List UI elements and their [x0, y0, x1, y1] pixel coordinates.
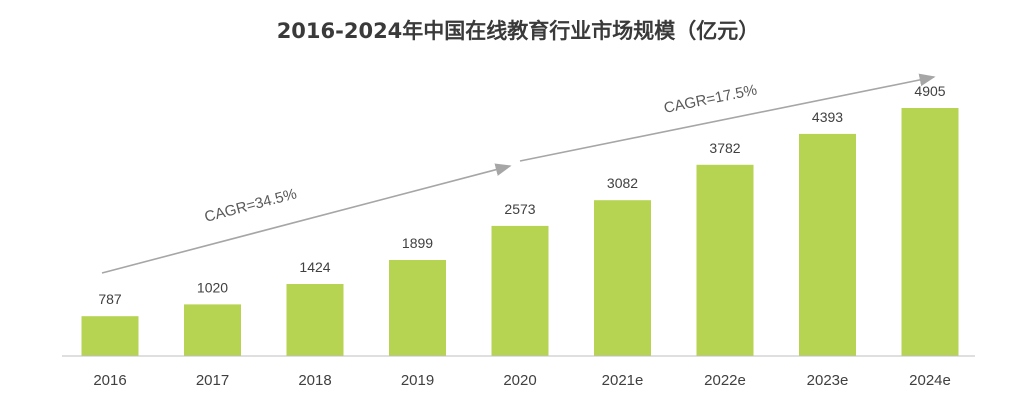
value-label-2023e: 4393: [812, 109, 843, 125]
chart-title: 2016-2024年中国在线教育行业市场规模（亿元）: [277, 19, 760, 43]
x-tick-2018: 2018: [298, 372, 331, 389]
cagr-arrow-2: [519, 73, 936, 162]
x-tick-2020: 2020: [503, 372, 536, 389]
cagr-label-2: CAGR=17.5%: [662, 81, 758, 116]
value-label-2017: 1020: [197, 279, 228, 295]
x-tick-2017: 2017: [196, 372, 229, 389]
value-label-2018: 1424: [299, 259, 330, 275]
bar-2017: [184, 304, 241, 356]
x-tick-2021e: 2021e: [602, 372, 644, 389]
value-label-2021e: 3082: [607, 175, 638, 191]
value-label-2019: 1899: [402, 235, 433, 251]
x-tick-labels: 2016 2017 2018 2019 2020 2021e 2022e 2023e 2024e: [93, 372, 951, 389]
x-tick-2019: 2019: [401, 372, 434, 389]
x-tick-2024e: 2024e: [909, 372, 951, 389]
cagr-arrow-1: [101, 163, 512, 274]
value-label-2016: 787: [98, 291, 122, 307]
x-tick-2022e: 2022e: [704, 372, 746, 389]
x-tick-2023e: 2023e: [807, 372, 849, 389]
bar-2022e: [696, 164, 754, 356]
x-tick-2016: 2016: [93, 372, 126, 389]
bar-2016: [81, 316, 139, 356]
cagr-label-1: CAGR=34.5%: [203, 185, 299, 225]
value-label-2020: 2573: [504, 201, 535, 217]
bar-2021e: [594, 200, 651, 356]
bar-2023e: [799, 133, 856, 356]
value-label-2022e: 3782: [709, 140, 740, 156]
bar-2019: [389, 260, 446, 356]
bar-2020: [491, 225, 549, 356]
bar-2018: [286, 284, 344, 356]
value-label-2024e: 4905: [914, 83, 945, 99]
bars-layer: 787 1020 1424 1899 2573 3082 3782 4393 4905: [81, 83, 959, 356]
bar-2024e: [901, 108, 959, 356]
